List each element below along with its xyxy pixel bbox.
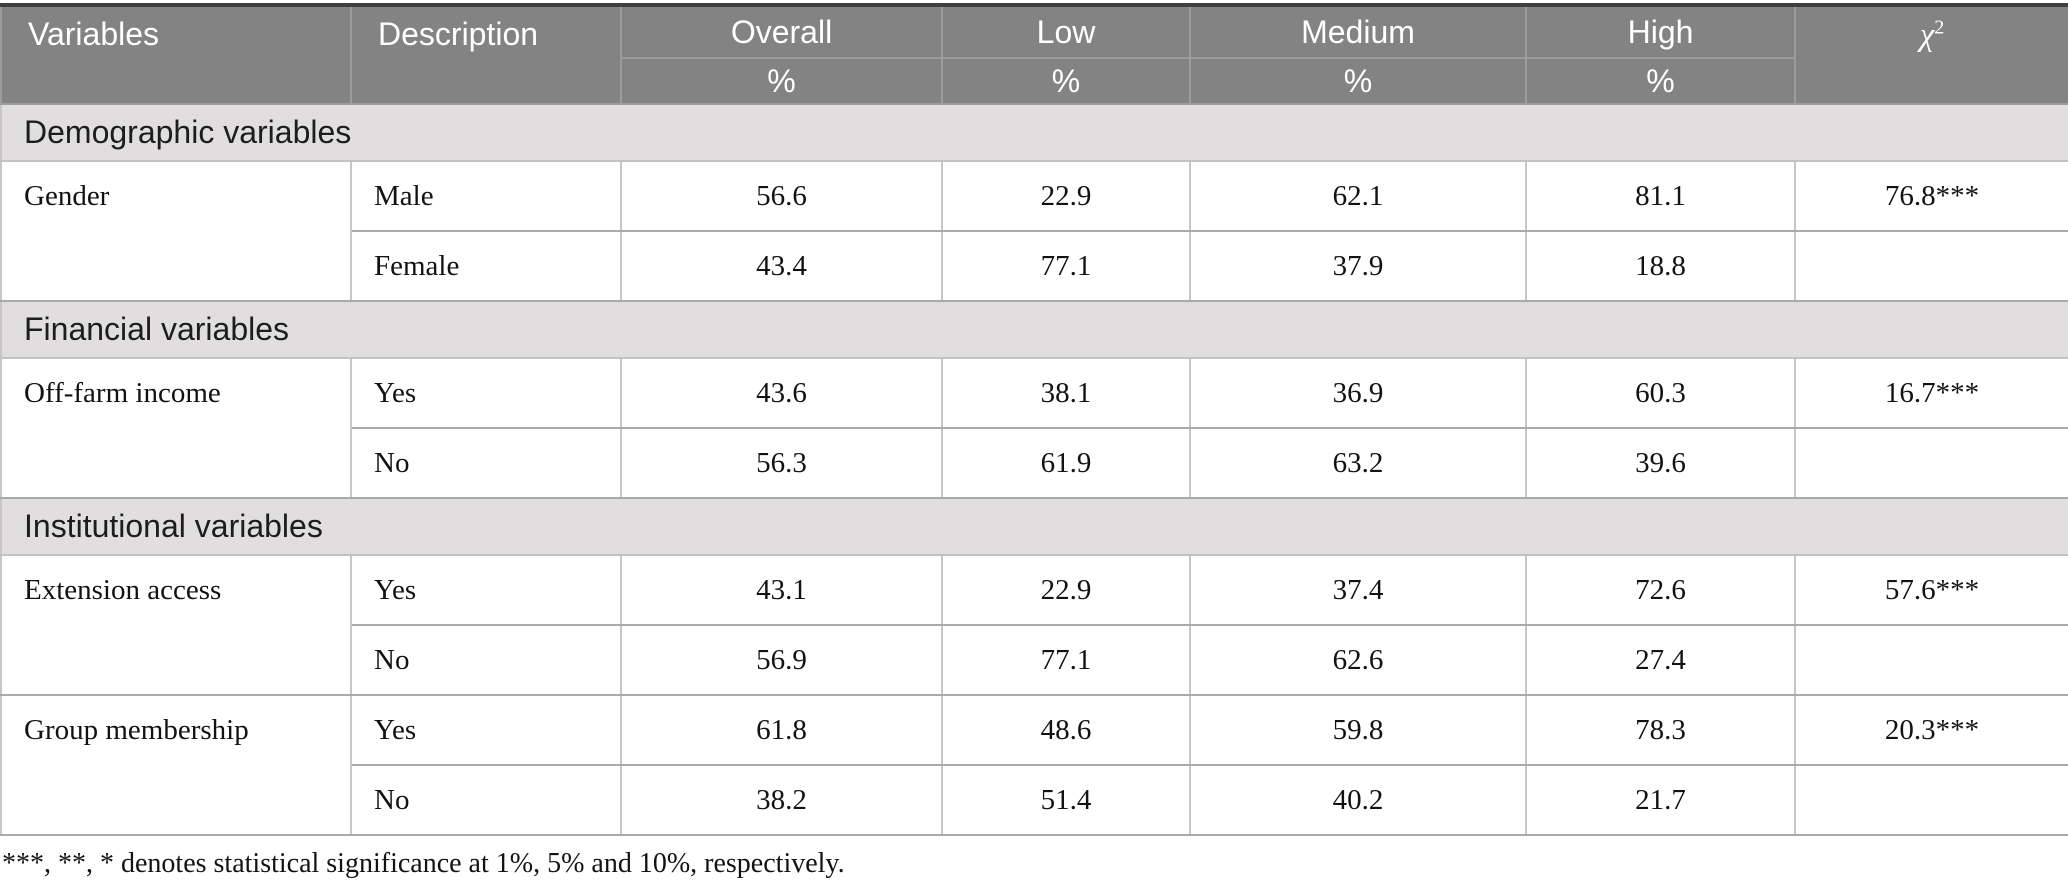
description-cell: Yes (350, 694, 622, 766)
header-chi-squared: χ2 (1794, 4, 2068, 105)
variable-name: Group membership (0, 694, 352, 836)
high-value: 39.6 (1525, 427, 1796, 499)
table-row-gender-male: Gender Male 56.6 22.9 62.1 81.1 76.8*** (0, 160, 2068, 302)
section-financial: Financial variables (0, 300, 2068, 359)
medium-value: 62.1 (1189, 160, 1527, 232)
header-low: Low (941, 4, 1191, 59)
description-cell: Female (350, 230, 622, 302)
header-low-percent: % (941, 57, 1191, 105)
table-row-extension-no: No 56.9 77.1 62.6 27.4 (1, 624, 2068, 696)
header-overall: Overall (620, 4, 943, 59)
low-value: 38.1 (941, 357, 1191, 429)
chi-squared-value (1794, 230, 2068, 302)
section-demographic: Demographic variables (0, 103, 2068, 162)
header-high-percent: % (1525, 57, 1796, 105)
chi-squared-value: 16.7*** (1794, 357, 2068, 429)
chi-squared-value: 57.6*** (1794, 554, 2068, 626)
medium-value: 37.9 (1189, 230, 1527, 302)
medium-value: 36.9 (1189, 357, 1527, 429)
section-title: Demographic variables (0, 103, 2068, 162)
table-header: Variables Description Overall Low Medium… (0, 4, 2068, 105)
medium-value: 62.6 (1189, 624, 1527, 696)
variable-name: Off-farm income (0, 357, 352, 499)
high-value: 78.3 (1525, 694, 1796, 766)
header-overall-percent: % (620, 57, 943, 105)
table-row-extension-yes: Extension access Yes 43.1 22.9 37.4 72.6… (0, 554, 2068, 696)
high-value: 81.1 (1525, 160, 1796, 232)
header-medium-percent: % (1189, 57, 1527, 105)
chi-superscript: 2 (1934, 16, 1945, 39)
chi-squared-value (1794, 427, 2068, 499)
low-value: 22.9 (941, 160, 1191, 232)
low-value: 22.9 (941, 554, 1191, 626)
high-value: 21.7 (1525, 764, 1796, 836)
overall-value: 61.8 (620, 694, 943, 766)
overall-value: 56.3 (620, 427, 943, 499)
low-value: 48.6 (941, 694, 1191, 766)
overall-value: 56.6 (620, 160, 943, 232)
overall-value: 43.6 (620, 357, 943, 429)
high-value: 60.3 (1525, 357, 1796, 429)
low-value: 77.1 (941, 624, 1191, 696)
low-value: 51.4 (941, 764, 1191, 836)
description-cell: No (350, 427, 622, 499)
description-cell: No (350, 624, 622, 696)
variable-name: Extension access (0, 554, 352, 696)
header-high: High (1525, 4, 1796, 59)
overall-value: 43.4 (620, 230, 943, 302)
medium-value: 63.2 (1189, 427, 1527, 499)
medium-value: 40.2 (1189, 764, 1527, 836)
description-cell: No (350, 764, 622, 836)
chi-squared-value: 20.3*** (1794, 694, 2068, 766)
chi-symbol: χ (1919, 17, 1935, 53)
header-row-percent: % % % % (1, 57, 2068, 105)
table-row-gender-female: Female 43.4 77.1 37.9 18.8 (1, 230, 2068, 302)
low-value: 61.9 (941, 427, 1191, 499)
section-institutional: Institutional variables (0, 497, 2068, 556)
high-value: 72.6 (1525, 554, 1796, 626)
header-description: Description (350, 4, 622, 105)
chi-squared-value (1794, 764, 2068, 836)
header-variables: Variables (0, 4, 352, 105)
statistics-table: Variables Description Overall Low Medium… (0, 3, 2068, 836)
table-row-group-no: No 38.2 51.4 40.2 21.7 (1, 764, 2068, 836)
high-value: 27.4 (1525, 624, 1796, 696)
medium-value: 59.8 (1189, 694, 1527, 766)
table-row-offfarm-no: No 56.3 61.9 63.2 39.6 (1, 427, 2068, 499)
table-row-group-yes: Group membership Yes 61.8 48.6 59.8 78.3… (0, 694, 2068, 836)
table-row-offfarm-yes: Off-farm income Yes 43.6 38.1 36.9 60.3 … (0, 357, 2068, 499)
high-value: 18.8 (1525, 230, 1796, 302)
variable-name: Gender (0, 160, 352, 302)
section-title: Financial variables (0, 300, 2068, 359)
table-body: Demographic variables Gender Male 56.6 2… (0, 103, 2068, 836)
description-cell: Male (350, 160, 622, 232)
overall-value: 43.1 (620, 554, 943, 626)
chi-squared-value (1794, 624, 2068, 696)
description-cell: Yes (350, 357, 622, 429)
section-title: Institutional variables (0, 497, 2068, 556)
description-cell: Yes (350, 554, 622, 626)
significance-footnote: ***, **, * denotes statistical significa… (2, 848, 845, 879)
overall-value: 56.9 (620, 624, 943, 696)
chi-squared-value: 76.8*** (1794, 160, 2068, 232)
overall-value: 38.2 (620, 764, 943, 836)
header-row-main: Variables Description Overall Low Medium… (0, 4, 2068, 105)
medium-value: 37.4 (1189, 554, 1527, 626)
header-medium: Medium (1189, 4, 1527, 59)
low-value: 77.1 (941, 230, 1191, 302)
